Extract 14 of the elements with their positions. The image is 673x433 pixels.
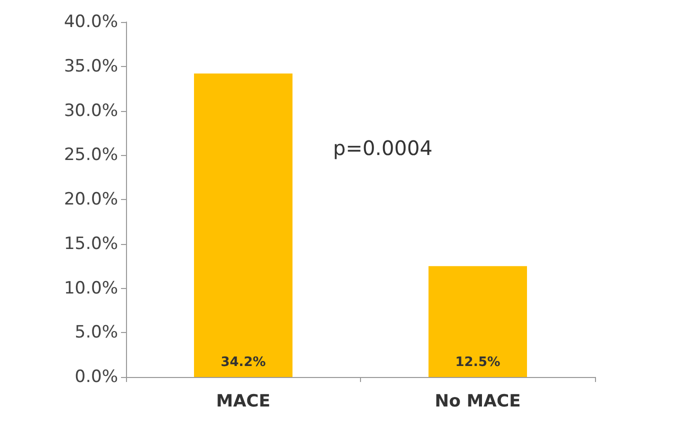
- y-tick-label: 20.0%: [64, 190, 118, 210]
- data-label: 12.5%: [455, 355, 500, 370]
- y-tick-label: 0.0%: [74, 367, 118, 387]
- y-tick-label: 25.0%: [64, 145, 118, 166]
- x-tick-label: No MACE: [434, 392, 521, 412]
- y-tick-label: 35.0%: [64, 56, 118, 76]
- y-tick-label: 10.0%: [64, 278, 118, 298]
- y-tick-label: 40.0%: [64, 12, 118, 32]
- y-tick-label: 15.0%: [64, 234, 118, 254]
- y-tick-label: 5.0%: [74, 322, 118, 343]
- data-label: 34.2%: [220, 355, 266, 370]
- x-tick-label: MACE: [216, 392, 270, 412]
- y-tick-label: 30.0%: [64, 100, 118, 121]
- annotation: p=0.0004: [333, 136, 432, 160]
